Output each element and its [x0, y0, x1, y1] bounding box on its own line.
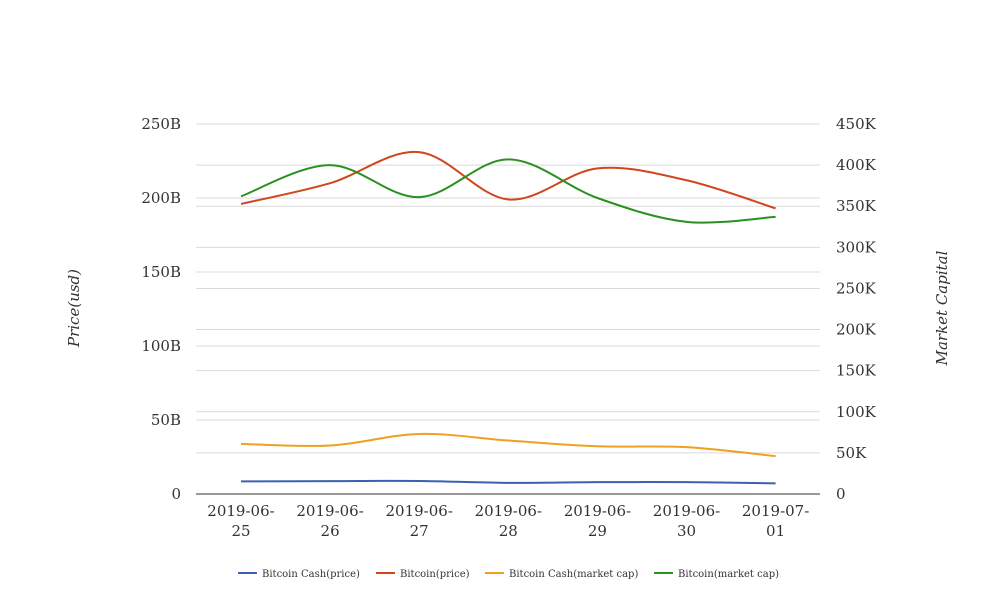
legend[interactable]: Bitcoin Cash(price) Bitcoin(price) Bitcoin…: [238, 569, 779, 580]
right-y-tick-label: 450K: [836, 115, 877, 133]
legend-item-bitcoin-cash-market-cap[interactable]: Bitcoin Cash(market cap): [485, 569, 638, 580]
left-y-tick-label: 200B: [141, 189, 181, 207]
x-tick-label: 2019-06-28: [475, 502, 542, 540]
x-tick-label: 2019-06-26: [296, 502, 363, 540]
right-axis-title: Market Capital: [933, 250, 951, 366]
x-tick-label: 2019-06-30: [653, 502, 720, 540]
x-tick-label: 2019-07-01: [742, 502, 809, 540]
legend-label: Bitcoin Cash(market cap): [509, 569, 638, 580]
x-axis: 2019-06-25 2019-06-26 2019-06-27 2019-06-28…: [207, 502, 809, 540]
right-y-tick-label: 300K: [836, 238, 877, 256]
right-y-tick-label: 200K: [836, 321, 877, 339]
x-tick-label: 2019-06-29: [564, 502, 631, 540]
left-axis-title: Price(usd): [65, 269, 83, 348]
right-y-tick-label: 350K: [836, 197, 877, 215]
legend-label: Bitcoin(price): [400, 569, 470, 580]
legend-item-bitcoin-price[interactable]: Bitcoin(price): [376, 569, 470, 580]
right-y-tick-label: 150K: [836, 362, 877, 380]
left-y-tick-label: 250B: [141, 115, 181, 133]
series-line-bitcoin-cash-market-cap: [240, 432, 776, 458]
legend-item-bitcoin-cash-price[interactable]: Bitcoin Cash(price): [238, 569, 360, 580]
grid-lines: [196, 123, 820, 454]
series-line-bitcoin-market-cap: [240, 158, 776, 224]
right-y-tick-label: 50K: [836, 444, 867, 462]
right-y-tick-label: 100K: [836, 403, 877, 421]
right-y-tick-label: 250K: [836, 279, 877, 297]
right-y-tick-label: 0: [836, 485, 846, 503]
legend-label: Bitcoin Cash(price): [262, 569, 360, 580]
left-y-tick-label: 150B: [141, 263, 181, 281]
legend-label: Bitcoin(market cap): [678, 569, 779, 580]
series-line-bitcoin-price: [240, 151, 776, 210]
legend-item-bitcoin-market-cap[interactable]: Bitcoin(market cap): [654, 569, 779, 580]
right-y-axis: 0 50K 100K 150K 200K 250K 300K 350K 400K 450K: [836, 115, 877, 503]
x-tick-label: 2019-06-27: [385, 502, 452, 540]
left-y-tick-label: 100B: [141, 337, 181, 355]
series-line-bitcoin-cash-price: [240, 479, 776, 485]
left-y-tick-label: 0: [171, 485, 181, 503]
series-lines: [240, 151, 776, 485]
right-y-tick-label: 400K: [836, 156, 877, 174]
x-tick-label: 2019-06-25: [207, 502, 274, 540]
left-y-tick-label: 50B: [151, 411, 181, 429]
left-y-axis: 0 50B 100B 150B 200B 250B: [141, 115, 181, 503]
